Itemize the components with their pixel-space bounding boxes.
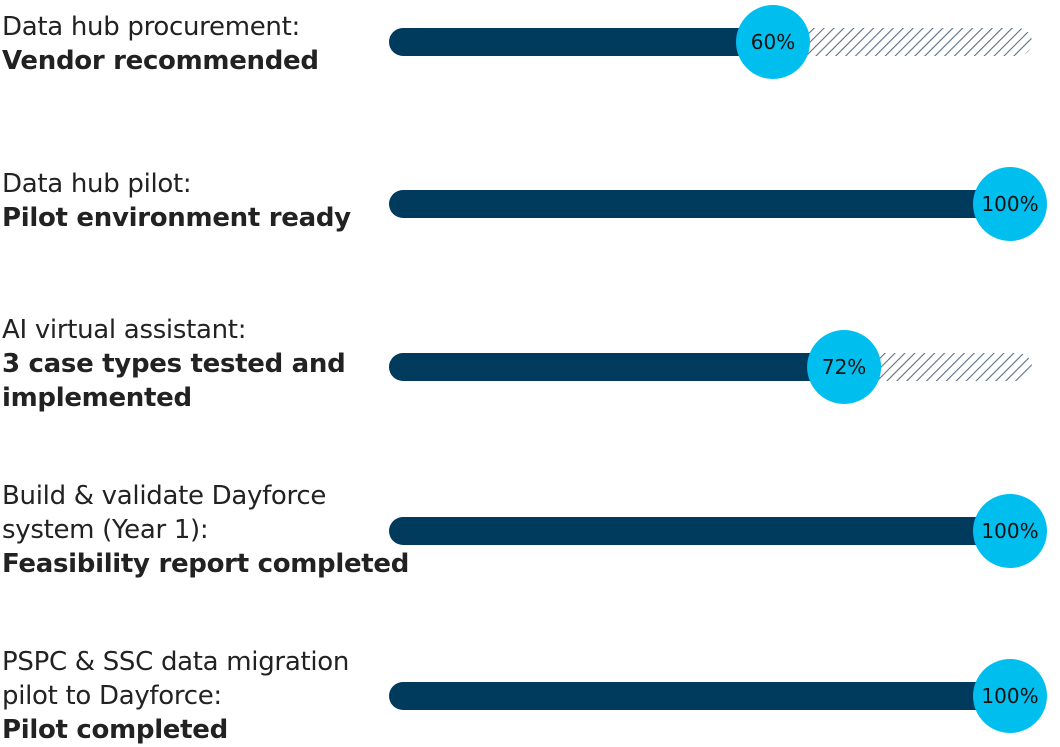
progress-row-3: 100% bbox=[389, 494, 1047, 568]
row-title: Build & validate Dayforce system (Year 1)… bbox=[2, 481, 327, 545]
progress-row-1: 100% bbox=[389, 167, 1047, 241]
progress-value-label: 60% bbox=[751, 30, 795, 54]
progress-marker bbox=[973, 659, 1047, 733]
progress-bar bbox=[389, 28, 773, 56]
progress-bar bbox=[389, 353, 845, 381]
progress-marker bbox=[807, 330, 882, 404]
row-title: Data hub procurement: bbox=[2, 12, 300, 42]
row-title: AI virtual assistant: bbox=[2, 315, 247, 345]
row-status: Pilot environment ready bbox=[2, 203, 351, 233]
progress-bar bbox=[389, 682, 1010, 710]
progress-marker bbox=[973, 494, 1047, 568]
progress-bar bbox=[389, 517, 1010, 545]
row-title: Data hub pilot: bbox=[2, 169, 192, 199]
progress-row-2: 72% bbox=[389, 330, 1032, 404]
row-status: Pilot completed bbox=[2, 715, 228, 745]
progress-value-label: 100% bbox=[981, 519, 1038, 543]
row-label-0: Data hub procurement: Vendor recommended bbox=[2, 10, 402, 78]
progress-marker bbox=[736, 5, 810, 79]
progress-marker bbox=[973, 167, 1047, 241]
row-label-3: Build & validate Dayforce system (Year 1)… bbox=[2, 479, 410, 581]
row-title: PSPC & SSC data migration pilot to Dayfor… bbox=[2, 647, 350, 711]
row-status: Feasibility report completed bbox=[2, 549, 410, 579]
progress-bar bbox=[389, 190, 1010, 218]
row-status: Vendor recommended bbox=[2, 46, 319, 76]
progress-value-label: 100% bbox=[981, 684, 1038, 708]
progress-value-label: 72% bbox=[822, 355, 866, 379]
row-label-1: Data hub pilot: Pilot environment ready bbox=[2, 167, 402, 235]
progress-row-0: 60% bbox=[389, 5, 1032, 79]
progress-row-4: 100% bbox=[389, 659, 1047, 733]
row-label-2: AI virtual assistant: 3 case types teste… bbox=[2, 313, 402, 415]
row-label-4: PSPC & SSC data migration pilot to Dayfor… bbox=[2, 645, 402, 747]
row-status: 3 case types tested and implemented bbox=[2, 349, 346, 413]
progress-value-label: 100% bbox=[981, 192, 1038, 216]
